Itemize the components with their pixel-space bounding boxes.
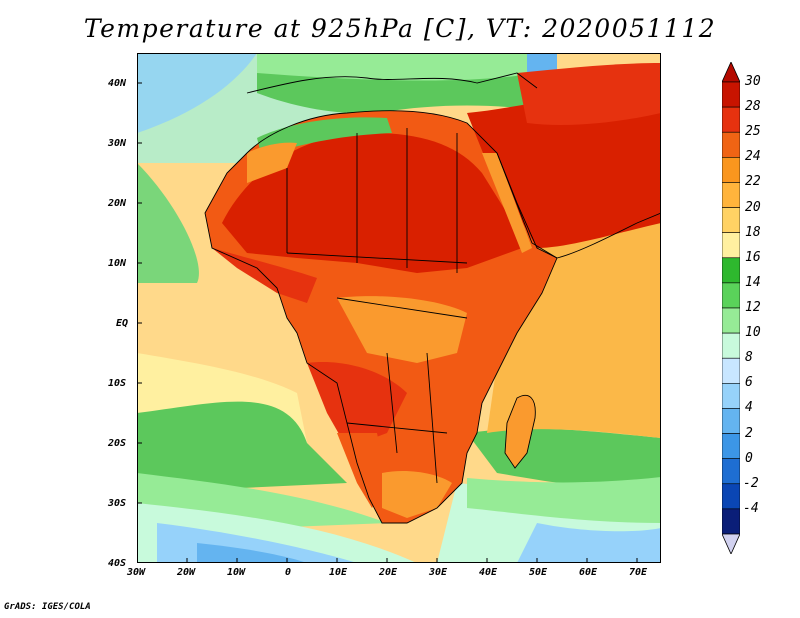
lon-label-70e: 70E (629, 567, 648, 578)
colorbar-label: 4 (745, 400, 753, 416)
border-9 (426, 352, 438, 484)
colorbar-label: -4 (743, 500, 759, 516)
colorbar-swatch (722, 483, 740, 510)
lat-label-30n: 30N (108, 138, 127, 149)
lat-label-10s: 10S (108, 378, 127, 389)
colorbar-label: 25 (745, 124, 761, 140)
colorbar-label: 30 (745, 74, 761, 89)
border-5 (286, 252, 468, 264)
colorbar (722, 62, 740, 554)
colorbar-label: 8 (745, 350, 753, 366)
indian-ocean-south-green (467, 477, 661, 523)
colorbar-swatch (722, 81, 740, 108)
red-sea (482, 153, 532, 253)
lat-label-eq: EQ (116, 318, 129, 329)
madagascar (505, 395, 536, 468)
colorbar-label: -2 (743, 475, 759, 491)
europe-green (257, 53, 537, 81)
lat-label-30s: 30S (108, 498, 127, 509)
lon-label-20w: 20W (177, 567, 196, 578)
colorbar-label: 22 (745, 174, 761, 190)
colorbar-swatch (722, 131, 740, 158)
lon-label-60e: 60E (579, 567, 598, 578)
colorbar-label: 24 (745, 149, 761, 165)
lon-label-30w: 30W (127, 567, 146, 578)
atlas-mild (247, 142, 297, 183)
chart-title: Temperature at 925hPa [C], VT: 202005111… (83, 14, 717, 43)
credit-text: GrADS: IGES/COLA (4, 602, 91, 612)
colorbar-swatch (722, 332, 740, 359)
africa-coastline (204, 110, 558, 524)
colorbar-label: 18 (745, 224, 761, 240)
colorbar-label: 20 (745, 199, 761, 215)
lat-label-10n: 10N (108, 258, 127, 269)
colorbar-swatch (722, 106, 740, 133)
arabia-coastline (496, 152, 661, 259)
colorbar-swatch (722, 232, 740, 259)
southern-ocean-deep (197, 543, 307, 563)
lon-label-40e: 40E (479, 567, 498, 578)
europe-coastline (246, 72, 538, 94)
colorbar-label: 28 (745, 99, 761, 115)
colorbar-label: 12 (745, 300, 761, 315)
lat-ticks (137, 82, 142, 504)
colorbar-bottom-arrow (722, 533, 740, 554)
colorbar-label: 14 (745, 274, 761, 290)
lon-label-10e: 10E (329, 567, 348, 578)
lat-label-40s: 40S (108, 558, 127, 569)
map-frame (137, 53, 661, 563)
lon-label-0: 0 (285, 567, 292, 578)
lat-label-40n: 40N (108, 78, 127, 89)
lat-label-20n: 20N (108, 198, 127, 209)
colorbar-label: 6 (745, 375, 753, 391)
colorbar-label: 2 (745, 425, 753, 441)
colorbar-swatch (722, 383, 740, 409)
lat-label-20s: 20S (108, 438, 127, 449)
border-6 (336, 297, 468, 319)
border-8 (346, 422, 448, 434)
namibia-hot (337, 433, 387, 508)
south-africa-mild (382, 471, 452, 518)
colorbar-label: 10 (745, 325, 761, 341)
madagascar-coastline (504, 394, 536, 469)
sahara-hot (222, 132, 522, 273)
temperature-map (137, 53, 661, 563)
lon-ticks (186, 558, 638, 563)
border-7 (386, 352, 398, 454)
colorbar-swatch (722, 257, 740, 284)
colorbar-swatch (722, 357, 740, 384)
colorbar-swatch (722, 207, 740, 233)
colorbar-swatch (722, 307, 740, 334)
colorbar-swatch (722, 508, 740, 535)
north-atlantic-green (137, 163, 199, 283)
south-atlantic-green (137, 401, 347, 493)
lon-label-10w: 10W (227, 567, 246, 578)
colorbar-swatch (722, 282, 740, 309)
colorbar-top-arrow (722, 62, 740, 83)
colorbar-label: 0 (745, 450, 753, 466)
colorbar-swatch (722, 157, 740, 183)
colorbar-swatch (722, 433, 740, 459)
lon-label-50e: 50E (529, 567, 548, 578)
middle-east-warm (517, 63, 661, 125)
lon-label-30e: 30E (429, 567, 448, 578)
colorbar-swatch (722, 182, 740, 208)
colorbar-swatch (722, 458, 740, 485)
lon-label-20e: 20E (379, 567, 398, 578)
north-atlantic-cold (137, 53, 257, 133)
colorbar-label: 16 (745, 249, 761, 265)
indian-ocean-blue (517, 523, 661, 563)
colorbar-swatch (722, 408, 740, 434)
